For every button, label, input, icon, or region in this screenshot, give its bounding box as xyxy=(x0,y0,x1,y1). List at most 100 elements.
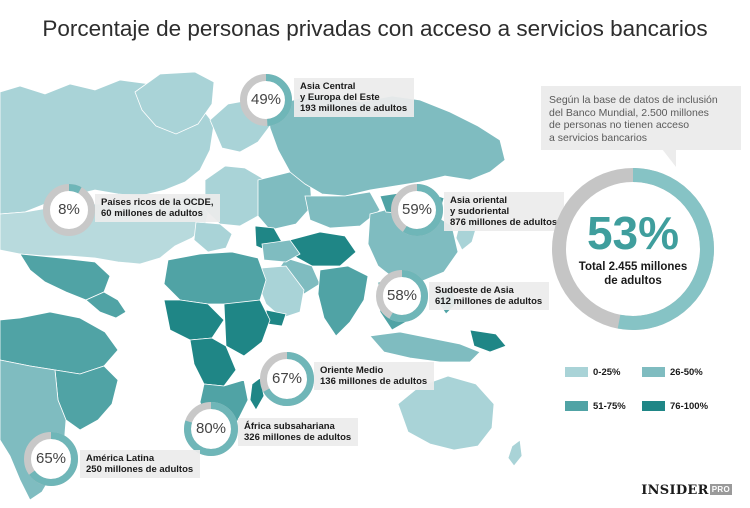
brand-name: INSIDER xyxy=(641,483,709,498)
donut-value-arc xyxy=(260,352,314,406)
region-name-line: Asia oriental xyxy=(450,195,508,206)
region-label-asia-central: Asia Central y Europa del Este 193 millo… xyxy=(294,78,415,117)
region-name-line: y Europa del Este xyxy=(300,92,380,103)
region-adults: 193 millones de adultos xyxy=(300,103,408,114)
legend-swatch xyxy=(565,367,588,378)
donut-chart xyxy=(43,184,95,236)
madagascar xyxy=(249,377,265,411)
region-name-line: América Latina xyxy=(86,453,155,464)
greenland xyxy=(134,71,215,135)
region-name-line: Sudoeste de Asia xyxy=(435,285,514,296)
legend-label: 51-75% xyxy=(593,401,626,412)
new-zealand xyxy=(507,439,523,467)
region-adults: 250 millones de adultos xyxy=(86,464,194,475)
central-asia xyxy=(289,231,357,267)
turkey xyxy=(261,239,301,263)
total-donut: 53% Total 2.455 millones de adultos xyxy=(552,168,714,330)
region-label-middle-east: Oriente Medio 136 millones de adultos xyxy=(314,362,435,390)
region-ring-middle-east: 67% xyxy=(260,352,314,406)
region-name-line: Oriente Medio xyxy=(320,365,384,376)
oceania xyxy=(397,375,523,467)
donut-chart xyxy=(260,352,314,406)
donut-value-arc xyxy=(43,184,95,236)
north-africa xyxy=(163,251,267,305)
legend-swatch xyxy=(642,367,665,378)
region-label-africa: África subsahariana 326 millones de adul… xyxy=(238,418,359,446)
region-adults: 136 millones de adultos xyxy=(320,376,428,387)
kazakhstan xyxy=(304,191,381,229)
note-line: Según la base de datos de inclusión xyxy=(549,94,718,106)
region-label-south-asia: Sudoeste de Asia 612 millones de adultos xyxy=(429,282,550,310)
region-percent: 67% xyxy=(271,370,303,387)
east-africa xyxy=(223,299,271,357)
donut-value-arc xyxy=(391,184,443,236)
region-ring-east-asia: 59% xyxy=(391,184,443,236)
legend-item: 0-25% xyxy=(565,367,620,378)
total-percent: 53% xyxy=(586,207,680,259)
note-line: del Banco Mundial, 2.500 millones xyxy=(549,106,709,119)
region-percent: 58% xyxy=(386,287,418,304)
donut-value-arc xyxy=(240,74,292,126)
region-adults: 612 millones de adultos xyxy=(435,296,543,307)
note-tail xyxy=(662,149,676,167)
south-america xyxy=(0,311,119,501)
legend-item: 76-100% xyxy=(642,401,708,412)
region-name-line: y sudoriental xyxy=(450,206,510,217)
donut-value-arc xyxy=(184,402,238,456)
total-caption: Total 2.455 millones de adultos xyxy=(552,260,714,288)
donut-chart xyxy=(240,74,292,126)
asia xyxy=(267,95,507,363)
donut-chart xyxy=(552,168,714,330)
donut-chart xyxy=(184,402,238,456)
brand-logo: INSIDER PRO xyxy=(641,483,732,498)
central-africa xyxy=(189,337,237,387)
donut-value-arc xyxy=(376,270,428,322)
note-line: de personas no tienen acceso xyxy=(549,119,690,131)
donut-value-arc xyxy=(552,168,714,330)
legend-swatch xyxy=(565,401,588,412)
region-percent: 59% xyxy=(401,201,433,218)
region-ring-latam: 65% xyxy=(24,432,78,486)
region-name-line: Países ricos de la OCDE, xyxy=(101,197,214,208)
middle-east xyxy=(257,239,305,327)
region-adults: 326 millones de adultos xyxy=(244,432,352,443)
legend-label: 0-25% xyxy=(593,367,621,378)
total-caption-line: de adultos xyxy=(604,275,662,287)
mexico xyxy=(19,253,111,301)
region-percent: 8% xyxy=(58,201,80,218)
region-ring-africa: 80% xyxy=(184,402,238,456)
region-label-east-asia: Asia oriental y sudoriental 876 millones… xyxy=(444,192,565,231)
india xyxy=(317,265,369,337)
legend-item: 51-75% xyxy=(565,401,626,412)
central-america xyxy=(85,291,127,319)
indonesia xyxy=(369,331,481,363)
note-line: a servicios bancarios xyxy=(549,131,648,144)
region-name-line: África subsahariana xyxy=(244,421,335,432)
region-label-oecd: Países ricos de la OCDE, 60 millones de … xyxy=(95,194,221,222)
region-ring-oecd: 8% xyxy=(43,184,95,236)
info-note: Según la base de datos de inclusión del … xyxy=(541,86,741,150)
region-adults: 60 millones de adultos xyxy=(101,208,203,219)
page-title: Porcentaje de personas privadas con acce… xyxy=(42,16,708,41)
legend-swatch xyxy=(642,401,665,412)
brand-suffix: PRO xyxy=(709,484,732,495)
region-name-line: Asia Central xyxy=(300,81,356,92)
legend-item: 26-50% xyxy=(642,367,703,378)
donut-value-arc xyxy=(24,432,78,486)
iberia xyxy=(193,221,233,253)
region-label-latam: América Latina 250 millones de adultos xyxy=(80,450,201,478)
donut-chart xyxy=(391,184,443,236)
region-percent: 80% xyxy=(195,420,227,437)
region-adults: 876 millones de adultos xyxy=(450,217,558,228)
papua xyxy=(469,329,507,353)
europe xyxy=(193,99,313,253)
region-ring-south-asia: 58% xyxy=(376,270,428,322)
west-africa xyxy=(163,299,225,341)
australia xyxy=(397,375,495,451)
donut-chart xyxy=(24,432,78,486)
region-percent: 65% xyxy=(35,450,67,467)
region-ring-asia-central: 49% xyxy=(240,74,292,126)
legend-label: 76-100% xyxy=(670,401,709,412)
region-percent: 49% xyxy=(250,91,282,108)
